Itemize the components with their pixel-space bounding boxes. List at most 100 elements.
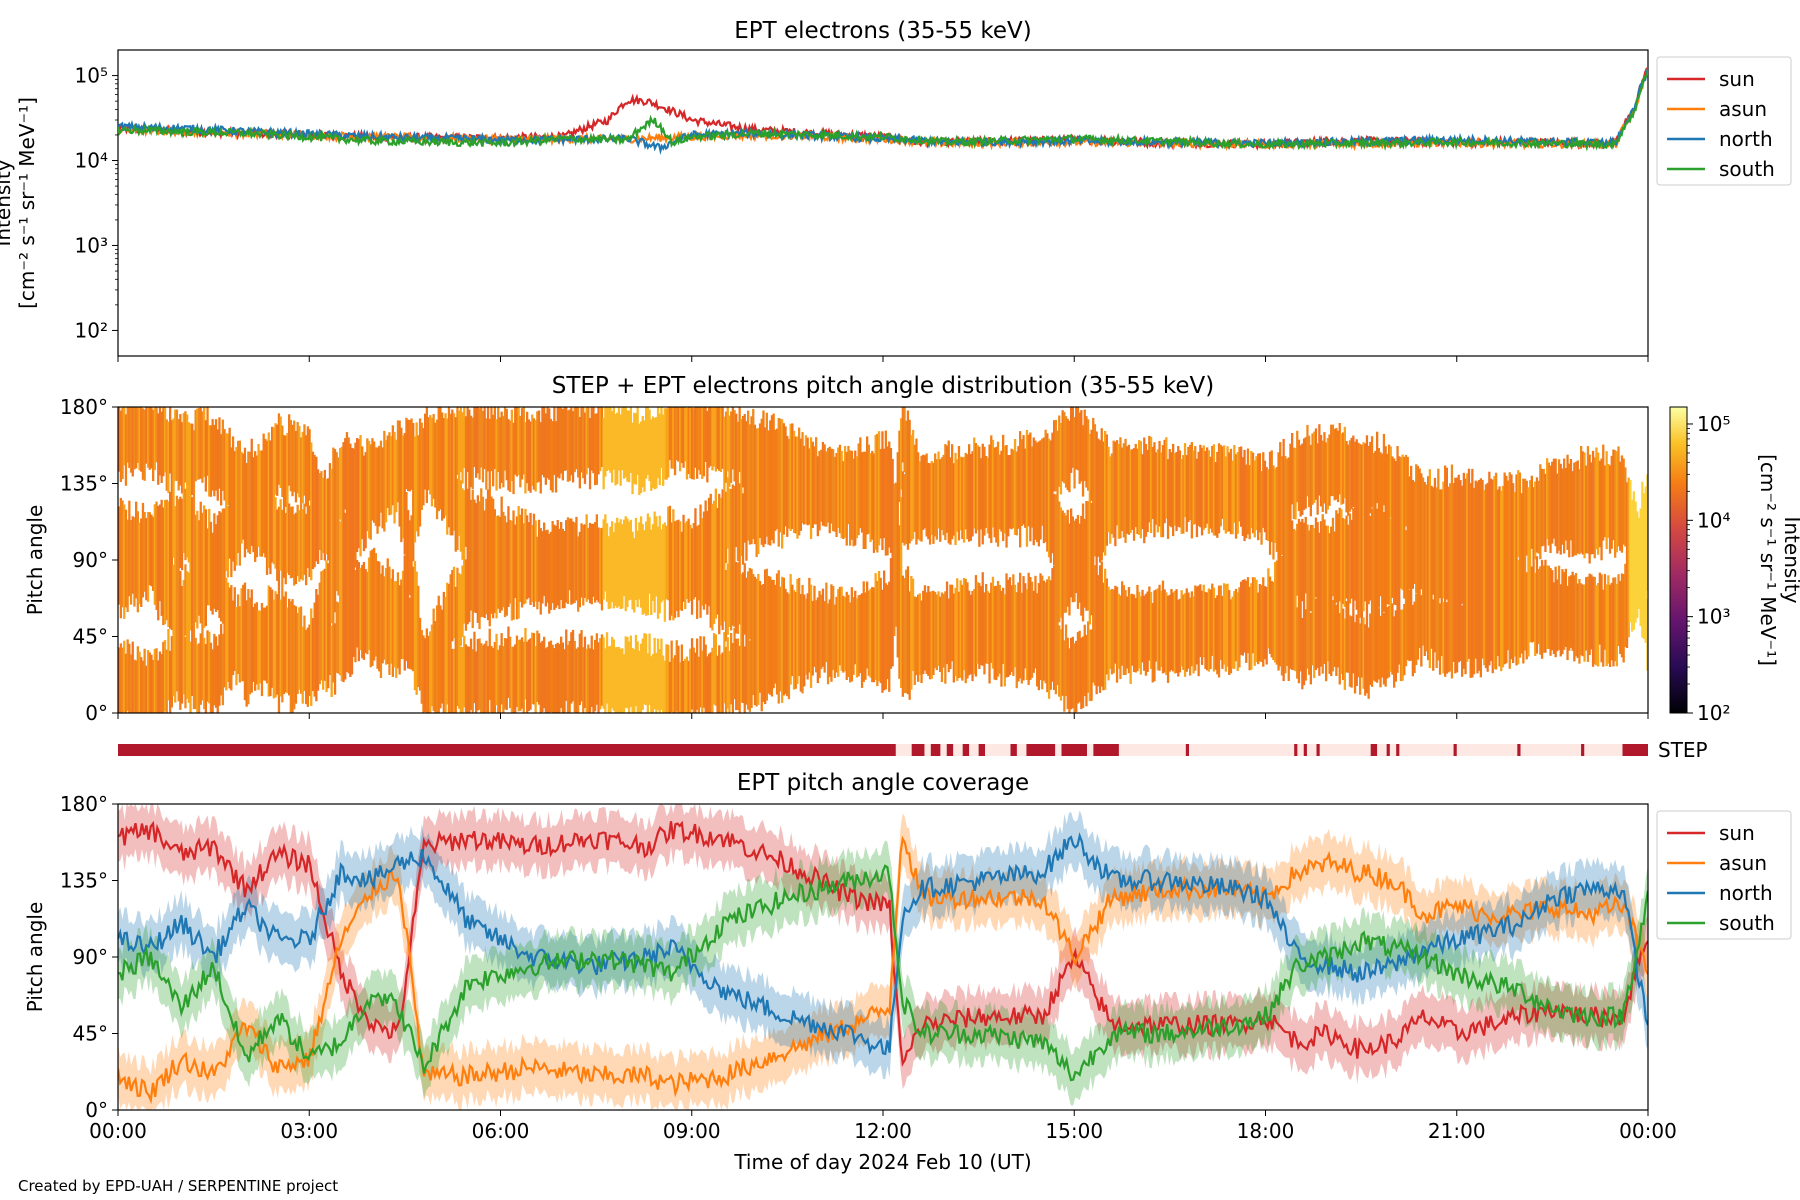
coverage-line-north xyxy=(118,832,1648,1056)
pad-cell xyxy=(1591,576,1595,667)
pad-cell xyxy=(565,520,568,603)
pad-cell xyxy=(1598,460,1601,548)
pad-cell xyxy=(1330,424,1333,497)
step-segment xyxy=(1010,744,1017,756)
pad-cell xyxy=(481,410,485,483)
pad-cell xyxy=(1602,444,1605,541)
pad-cell xyxy=(599,407,602,472)
pad-cell xyxy=(658,413,661,486)
pad-cell xyxy=(524,422,527,494)
pad-cell xyxy=(779,586,782,692)
pad-cell xyxy=(131,641,134,713)
pad-cell xyxy=(561,642,564,713)
pad-cell xyxy=(526,411,529,484)
pad-cell xyxy=(738,645,741,713)
pad-cell xyxy=(622,519,626,597)
pad-cell xyxy=(322,570,325,690)
pad-cell xyxy=(364,569,367,653)
pad-cell xyxy=(1389,446,1392,518)
pad-cell xyxy=(141,660,145,713)
pad-cell xyxy=(624,407,627,478)
pad-cell xyxy=(1602,589,1605,667)
pad-cell xyxy=(942,593,945,668)
pad-cell xyxy=(435,605,439,713)
pad-cell xyxy=(1333,428,1336,501)
pad-cell xyxy=(1088,629,1091,702)
pad-cell xyxy=(1352,435,1355,507)
pad-cell xyxy=(1576,583,1579,658)
pad-cell xyxy=(974,575,978,677)
pad-cell xyxy=(611,521,614,603)
pad-cell xyxy=(1410,465,1413,661)
pad-cell xyxy=(668,407,672,461)
pad-cell xyxy=(1233,445,1236,523)
pad-cell xyxy=(216,645,219,713)
pad-cell xyxy=(1306,524,1309,669)
pad-cell xyxy=(667,506,670,601)
pad-cell xyxy=(709,407,712,466)
pad-cell xyxy=(690,638,694,710)
pad-cell xyxy=(760,585,763,712)
pad-cell xyxy=(682,514,685,602)
pad-cell xyxy=(961,457,964,539)
pad-cell xyxy=(1177,446,1180,527)
pad-cell xyxy=(432,608,435,711)
pad-cell xyxy=(1226,446,1229,532)
step-segment xyxy=(1294,744,1298,756)
pad-cell xyxy=(1525,480,1528,556)
pad-cell xyxy=(1073,520,1076,602)
pad-cell xyxy=(903,578,906,694)
pad-cell xyxy=(911,578,915,671)
pad-cell xyxy=(646,407,649,475)
pad-cell xyxy=(604,648,607,713)
pad-cell xyxy=(726,477,729,549)
pad-cell xyxy=(621,407,624,471)
pad-cell xyxy=(697,656,700,713)
pad-cell xyxy=(362,455,366,552)
pad-cell xyxy=(1175,589,1178,673)
pad-cell xyxy=(1464,478,1467,675)
pad-cell xyxy=(956,578,959,681)
pad-cell xyxy=(738,483,741,625)
pad-cell xyxy=(1394,610,1397,682)
pad-cell xyxy=(1328,533,1331,674)
pad-cell xyxy=(1209,456,1212,529)
pad-cell xyxy=(723,632,726,704)
pad-cell xyxy=(1581,584,1584,657)
pad-cell xyxy=(291,424,294,497)
pad-cell xyxy=(740,419,743,556)
pad-cell xyxy=(337,602,340,674)
pad-cell xyxy=(859,594,862,674)
pad-cell xyxy=(573,407,576,473)
pad-cell xyxy=(650,529,653,615)
pad-cell xyxy=(816,456,819,537)
pad-cell xyxy=(1206,592,1209,671)
pad-cell xyxy=(1087,501,1090,611)
pad-cell xyxy=(242,584,245,682)
pad-cell xyxy=(1294,448,1297,520)
pad-cell xyxy=(459,407,462,473)
pad-cell xyxy=(543,636,546,709)
pad-cell xyxy=(699,407,702,475)
pad-cell xyxy=(1568,576,1571,651)
pad-cell xyxy=(866,436,869,535)
pad-cell xyxy=(1442,602,1445,674)
pad-cell xyxy=(611,411,614,483)
pad-cell xyxy=(1462,472,1465,669)
pad-cell xyxy=(714,488,717,619)
pad-cell xyxy=(789,574,792,685)
pad-cell xyxy=(361,564,364,659)
pad-cell xyxy=(233,587,236,671)
pad-cell xyxy=(745,421,748,561)
pad-cell xyxy=(747,410,750,541)
pad-cell xyxy=(731,484,734,626)
pad-cell xyxy=(495,633,498,706)
pad-cell xyxy=(514,407,517,475)
pad-cell xyxy=(996,441,1000,547)
label-line: Intensity xyxy=(1780,516,1800,603)
pad-cell xyxy=(123,504,126,619)
pad-cell xyxy=(257,610,260,690)
pad-cell xyxy=(886,446,889,556)
pad-cell xyxy=(968,590,971,676)
pad-cell xyxy=(556,642,559,713)
